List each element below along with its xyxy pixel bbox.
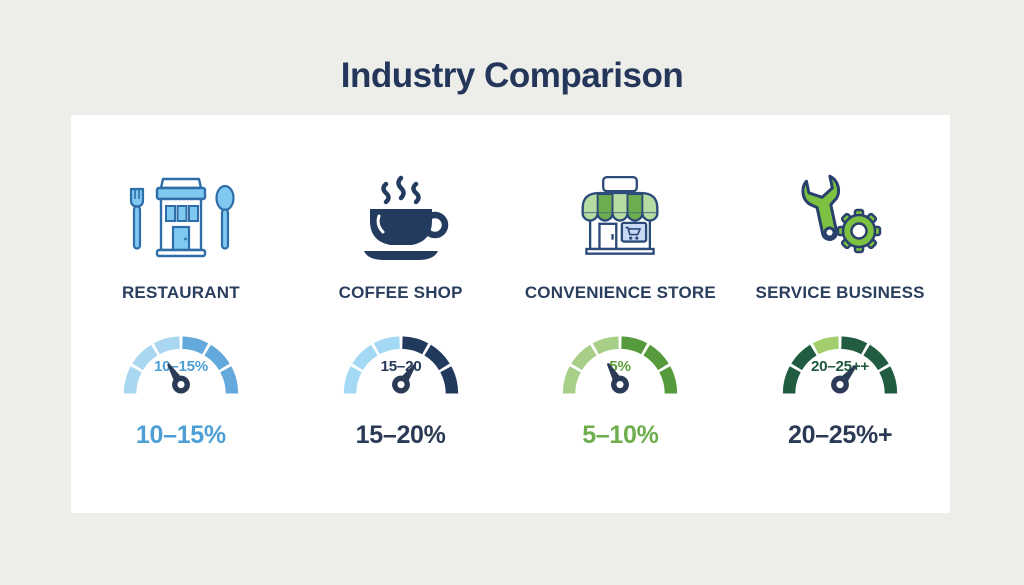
coffee-shop-gauge: 15–20 — [334, 327, 468, 401]
industry-label-convenience-store: CONVENIENCE STORE — [524, 283, 716, 302]
industry-label-service-business: SERVICE BUSINESS — [755, 283, 925, 302]
svg-text:15–20: 15–20 — [380, 358, 421, 375]
restaurant-margin-value: 10–15% — [135, 421, 226, 449]
coffee-cup-icon — [345, 171, 457, 271]
restaurant-building-icon — [125, 171, 237, 271]
convenience-store-margin-value: 5–10% — [582, 421, 659, 449]
restaurant-gauge: 10–15% — [114, 327, 248, 401]
industry-label-coffee-shop: COFFEE SHOP — [338, 283, 463, 302]
column-restaurant: RESTAURANT 10–15% 10–15% — [71, 115, 291, 513]
column-convenience-store: CONVENIENCE STORE 5% 5–10% — [511, 115, 731, 513]
service-business-margin-value: 20–25%+ — [788, 421, 893, 449]
service-business-gauge: 20–25++ — [773, 327, 907, 401]
page-title: Industry Comparison — [340, 56, 684, 95]
storefront-icon — [564, 171, 676, 271]
column-coffee-shop: COFFEE SHOP 15–20 15–20% — [291, 115, 511, 513]
wrench-gear-icon — [784, 171, 896, 271]
svg-text:20–25++: 20–25++ — [811, 358, 869, 375]
convenience-store-gauge: 5% — [553, 327, 687, 401]
comparison-panel: RESTAURANT 10–15% 10–15% COFFEE SHOP 15–… — [71, 115, 950, 513]
coffee-shop-margin-value: 15–20% — [355, 421, 446, 449]
column-service-business: SERVICE BUSINESS 20–25++ 20–25%+ — [730, 115, 950, 513]
industry-label-restaurant: RESTAURANT — [121, 283, 240, 302]
svg-text:10–15%: 10–15% — [154, 358, 209, 375]
